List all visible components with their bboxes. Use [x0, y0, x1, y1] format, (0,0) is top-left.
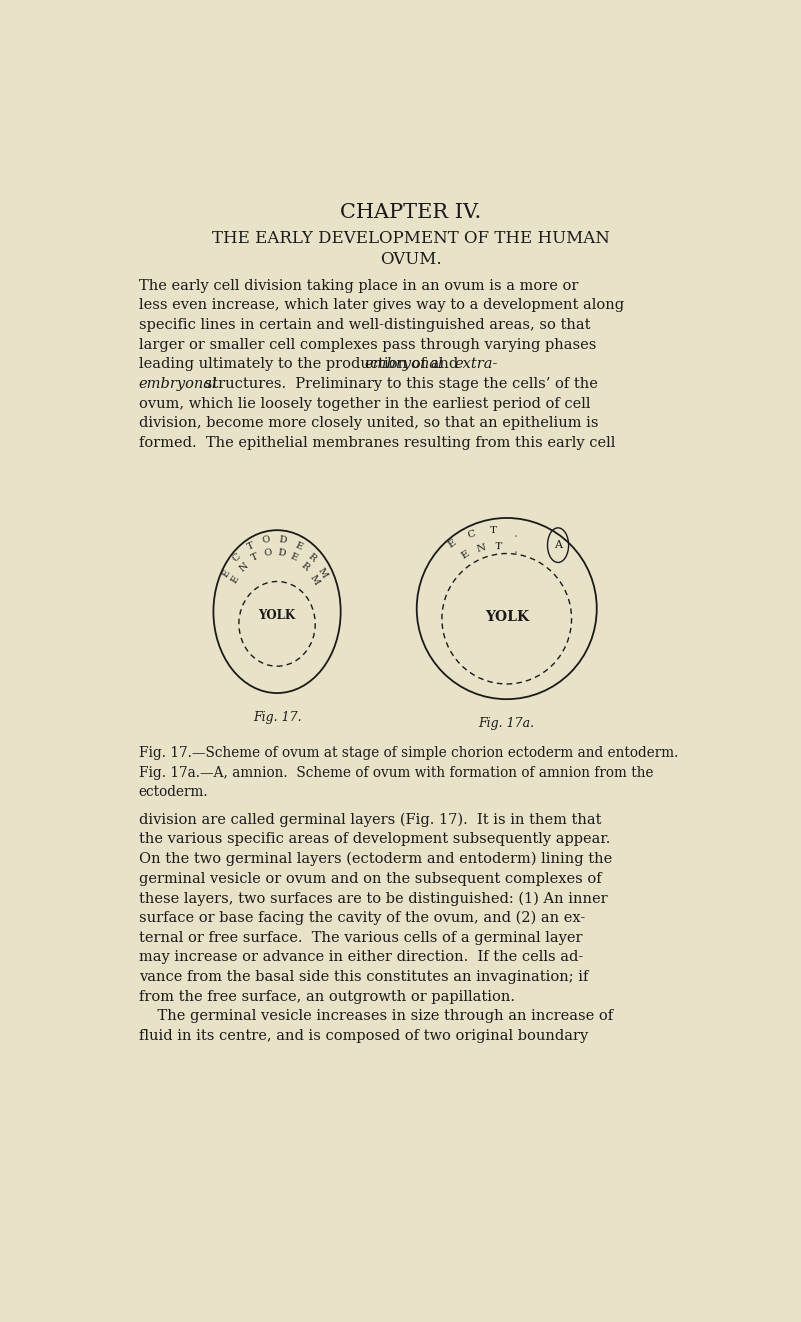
- Text: E: E: [446, 538, 457, 550]
- Text: T: T: [490, 526, 497, 535]
- Text: fluid in its centre, and is composed of two original boundary: fluid in its centre, and is composed of …: [139, 1029, 588, 1043]
- Text: T: T: [250, 553, 260, 563]
- Text: M: M: [316, 567, 329, 580]
- Text: extra-: extra-: [454, 357, 497, 371]
- Text: E: E: [293, 541, 304, 551]
- Text: YOLK: YOLK: [259, 609, 296, 623]
- Text: leading ultimately to the production of: leading ultimately to the production of: [139, 357, 430, 371]
- Text: surface or base facing the cavity of the ovum, and (2) an ex-: surface or base facing the cavity of the…: [139, 911, 585, 925]
- Text: THE EARLY DEVELOPMENT OF THE HUMAN: THE EARLY DEVELOPMENT OF THE HUMAN: [211, 230, 610, 247]
- Text: O: O: [262, 535, 271, 545]
- Text: specific lines in certain and well-distinguished areas, so that: specific lines in certain and well-disti…: [139, 319, 590, 332]
- Text: from the free surface, an outgrowth or papillation.: from the free surface, an outgrowth or p…: [139, 990, 514, 1003]
- Text: ovum, which lie loosely together in the earliest period of cell: ovum, which lie loosely together in the …: [139, 397, 590, 411]
- Text: YOLK: YOLK: [485, 609, 529, 624]
- Text: these layers, two surfaces are to be distinguished: (1) An inner: these layers, two surfaces are to be dis…: [139, 891, 607, 906]
- Text: R: R: [306, 551, 318, 563]
- Text: less even increase, which later gives way to a development along: less even increase, which later gives wa…: [139, 299, 624, 312]
- Text: .: .: [512, 545, 518, 555]
- Text: formed.  The epithelial membranes resulting from this early cell: formed. The epithelial membranes resulti…: [139, 436, 615, 449]
- Text: C: C: [231, 551, 243, 563]
- Text: division, become more closely united, so that an epithelium is: division, become more closely united, so…: [139, 416, 598, 430]
- Text: Fig. 17.—Scheme of ovum at stage of simple chorion ectoderm and entoderm.: Fig. 17.—Scheme of ovum at stage of simp…: [139, 746, 678, 760]
- Text: E: E: [289, 553, 300, 563]
- Text: The germinal vesicle increases in size through an increase of: The germinal vesicle increases in size t…: [139, 1009, 613, 1023]
- Text: structures.  Preliminary to this stage the cells’ of the: structures. Preliminary to this stage th…: [199, 377, 598, 391]
- Text: and: and: [425, 357, 462, 371]
- Text: Fig. 17.: Fig. 17.: [253, 711, 301, 724]
- Text: The early cell division taking place in an ovum is a more or: The early cell division taking place in …: [139, 279, 578, 292]
- Text: germinal vesicle or ovum and on the subsequent complexes of: germinal vesicle or ovum and on the subs…: [139, 871, 602, 886]
- Text: M: M: [308, 574, 320, 587]
- Text: C: C: [466, 529, 477, 539]
- Text: E: E: [460, 549, 471, 561]
- Text: vance from the basal side this constitutes an invagination; if: vance from the basal side this constitut…: [139, 970, 588, 984]
- Text: .: .: [513, 530, 518, 539]
- Text: On the two germinal layers (ectoderm and entoderm) lining the: On the two germinal layers (ectoderm and…: [139, 853, 612, 866]
- Text: ectoderm.: ectoderm.: [139, 785, 208, 800]
- Text: A: A: [554, 541, 562, 550]
- Text: E: E: [221, 568, 232, 579]
- Text: E: E: [229, 575, 241, 586]
- Text: N: N: [238, 561, 250, 574]
- Text: Fig. 17a.: Fig. 17a.: [479, 718, 535, 731]
- Text: division are called germinal layers (Fig. 17).  It is in them that: division are called germinal layers (Fig…: [139, 813, 601, 828]
- Text: may increase or advance in either direction.  If the cells ad-: may increase or advance in either direct…: [139, 951, 583, 964]
- Text: D: D: [278, 535, 288, 545]
- Text: embryonal: embryonal: [364, 357, 443, 371]
- Text: ternal or free surface.  The various cells of a germinal layer: ternal or free surface. The various cell…: [139, 931, 582, 945]
- Text: OVUM.: OVUM.: [380, 251, 441, 268]
- Text: O: O: [264, 547, 272, 558]
- Text: R: R: [300, 562, 311, 572]
- Text: Fig. 17a.—A, amnion.  Scheme of ovum with formation of amnion from the: Fig. 17a.—A, amnion. Scheme of ovum with…: [139, 765, 653, 780]
- Text: CHAPTER IV.: CHAPTER IV.: [340, 204, 481, 222]
- Text: the various specific areas of development subsequently appear.: the various specific areas of developmen…: [139, 833, 610, 846]
- Text: T: T: [246, 541, 256, 551]
- Text: larger or smaller cell complexes pass through varying phases: larger or smaller cell complexes pass th…: [139, 337, 596, 352]
- Text: embryonal: embryonal: [139, 377, 217, 391]
- Text: N: N: [476, 543, 487, 554]
- Text: T: T: [494, 542, 502, 551]
- Text: D: D: [276, 547, 286, 558]
